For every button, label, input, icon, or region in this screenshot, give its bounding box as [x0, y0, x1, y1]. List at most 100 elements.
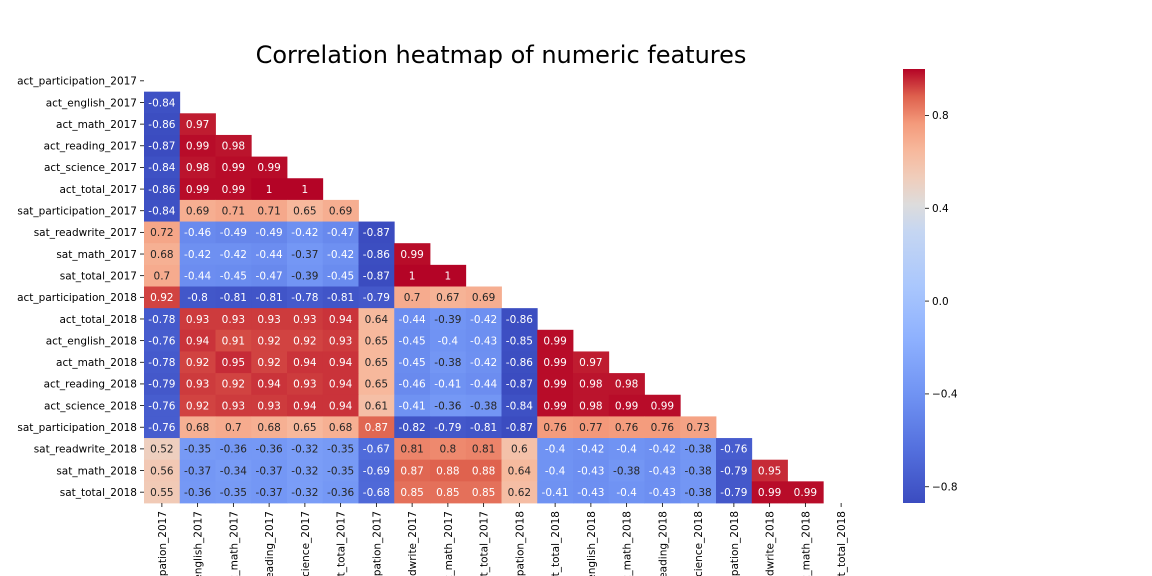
heatmap-cell-label-17-8: 0.8 — [440, 444, 457, 456]
heatmap-cell-label-19-12: -0.43 — [577, 487, 604, 499]
heatmap-cell-10-5 — [322, 286, 359, 309]
heatmap-cell-label-14-4: 0.93 — [293, 379, 316, 391]
heatmap-cell-label-9-5: -0.45 — [327, 270, 354, 282]
heatmap-cell-17-14 — [644, 438, 681, 461]
heatmap-cell-label-15-9: -0.38 — [470, 400, 497, 412]
heatmap-cell-label-18-3: -0.37 — [256, 465, 283, 477]
heatmap-cell-19-8 — [430, 481, 467, 504]
heatmap-cell-17-12 — [573, 438, 610, 461]
heatmap-cell-7-2 — [215, 221, 252, 244]
heatmap-cell-label-13-3: 0.92 — [257, 357, 280, 369]
heatmap-cell-15-8 — [430, 394, 467, 417]
heatmap-cell-label-17-1: -0.35 — [184, 444, 211, 456]
x-axis-tick-label: dwrite_2017 — [407, 511, 419, 576]
heatmap-cell-5-2 — [215, 178, 252, 201]
heatmap-cell-label-9-3: -0.47 — [256, 270, 283, 282]
heatmap-cell-label-19-18: 0.99 — [794, 487, 817, 499]
heatmap-cell-12-5 — [322, 329, 359, 352]
heatmap-cell-19-2 — [215, 481, 252, 504]
heatmap-cell-label-15-12: 0.98 — [579, 400, 602, 412]
heatmap-cell-18-12 — [573, 459, 610, 482]
x-axis-tick-label: eading_2017 — [264, 511, 276, 576]
heatmap-cell-12-4 — [287, 329, 324, 352]
heatmap-cell-19-13 — [608, 481, 645, 504]
heatmap-cell-label-16-8: -0.79 — [434, 422, 461, 434]
heatmap-cell-10-0 — [144, 286, 181, 309]
heatmap-cell-label-12-5: 0.93 — [329, 335, 352, 347]
heatmap-cell-label-13-10: -0.86 — [506, 357, 533, 369]
heatmap-cell-14-9 — [465, 373, 502, 396]
heatmap-cell-label-12-10: -0.85 — [506, 335, 533, 347]
heatmap-cell-label-14-9: -0.44 — [470, 379, 497, 391]
x-axis-tick-label: pation_2017 — [371, 511, 383, 576]
heatmap-cell-16-6 — [358, 416, 395, 439]
heatmap-cell-13-9 — [465, 351, 502, 374]
heatmap-cell-12-7 — [394, 329, 431, 352]
heatmap-cell-label-7-5: -0.47 — [327, 227, 354, 239]
x-axis-tick-label: pation_2018 — [729, 511, 741, 576]
heatmap-cell-label-11-5: 0.94 — [329, 314, 353, 326]
heatmap-cell-15-11 — [537, 394, 574, 417]
heatmap-cell-9-5 — [322, 264, 359, 287]
heatmap-cell-7-5 — [322, 221, 359, 244]
heatmap-cell-label-4-2: 0.99 — [222, 162, 245, 174]
heatmap-cell-label-16-5: 0.68 — [329, 422, 352, 434]
heatmap-cell-11-0 — [144, 308, 181, 331]
heatmap-cell-8-1 — [179, 243, 216, 266]
heatmap-cell-5-1 — [179, 178, 216, 201]
heatmap-cell-19-5 — [322, 481, 359, 504]
heatmap-cell-19-9 — [465, 481, 502, 504]
heatmap-cell-6-4 — [287, 199, 324, 222]
heatmap-cell-18-10 — [501, 459, 538, 482]
heatmap-cell-label-7-0: 0.72 — [150, 227, 173, 239]
heatmap-cell-label-17-6: -0.67 — [363, 444, 390, 456]
heatmap-cell-15-0 — [144, 394, 181, 417]
heatmap-cell-16-5 — [322, 416, 359, 439]
heatmap-cell-label-8-5: -0.42 — [327, 249, 354, 261]
heatmap-cell-7-1 — [179, 221, 216, 244]
heatmap-cell-label-19-4: -0.32 — [291, 487, 318, 499]
heatmap-cell-label-17-14: -0.42 — [649, 444, 676, 456]
heatmap-cell-17-0 — [144, 438, 181, 461]
heatmap-cell-label-3-2: 0.98 — [222, 141, 245, 153]
heatmap-cell-label-4-0: -0.84 — [148, 162, 175, 174]
heatmap-cell-label-4-1: 0.98 — [186, 162, 209, 174]
heatmap-cell-label-18-15: -0.38 — [685, 465, 712, 477]
heatmap-cell-label-14-6: 0.65 — [365, 379, 388, 391]
heatmap-cell-label-7-6: -0.87 — [363, 227, 390, 239]
heatmap-cell-label-17-7: 0.81 — [400, 444, 423, 456]
heatmap-cell-label-15-0: -0.76 — [148, 400, 175, 412]
heatmap-cell-16-2 — [215, 416, 252, 439]
heatmap-cell-label-1-0: -0.84 — [148, 97, 175, 109]
heatmap-cell-label-19-17: 0.99 — [758, 487, 781, 499]
heatmap-cell-14-7 — [394, 373, 431, 396]
heatmap-cell-19-12 — [573, 481, 610, 504]
heatmap-cell-15-9 — [465, 394, 502, 417]
heatmap-cell-17-13 — [608, 438, 645, 461]
heatmap-cell-label-12-4: 0.92 — [293, 335, 316, 347]
heatmap-cell-17-3 — [251, 438, 288, 461]
heatmap-cell-15-13 — [608, 394, 645, 417]
heatmap-cell-17-2 — [215, 438, 252, 461]
heatmap-cell-14-13 — [608, 373, 645, 396]
heatmap-cell-label-12-9: -0.43 — [470, 335, 497, 347]
heatmap-cell-label-11-9: -0.42 — [470, 314, 497, 326]
heatmap-cell-label-11-2: 0.93 — [222, 314, 245, 326]
x-axis-tick-label: t_math_2017 — [228, 511, 240, 576]
y-axis-tick-label: sat_total_2018 — [60, 487, 137, 499]
heatmap-cell-13-7 — [394, 351, 431, 374]
heatmap-cell-label-16-6: 0.87 — [365, 422, 388, 434]
heatmap-cell-label-6-0: -0.84 — [148, 206, 175, 218]
heatmap-cell-label-18-4: -0.32 — [291, 465, 318, 477]
heatmap-cell-label-17-10: 0.6 — [511, 444, 528, 456]
heatmap-cell-label-19-13: -0.4 — [616, 487, 637, 499]
x-axis-tick-label: t_math_2017 — [443, 511, 455, 576]
heatmap-cell-16-0 — [144, 416, 181, 439]
x-axis-tick-label: t_total_2017 — [479, 511, 491, 576]
heatmap-cell-17-15 — [680, 438, 717, 461]
y-axis-tick-label: act_reading_2017 — [44, 141, 137, 153]
heatmap-cell-label-18-8: 0.88 — [436, 465, 459, 477]
heatmap-cell-16-14 — [644, 416, 681, 439]
heatmap-cell-16-4 — [287, 416, 324, 439]
heatmap-cell-10-6 — [358, 286, 395, 309]
